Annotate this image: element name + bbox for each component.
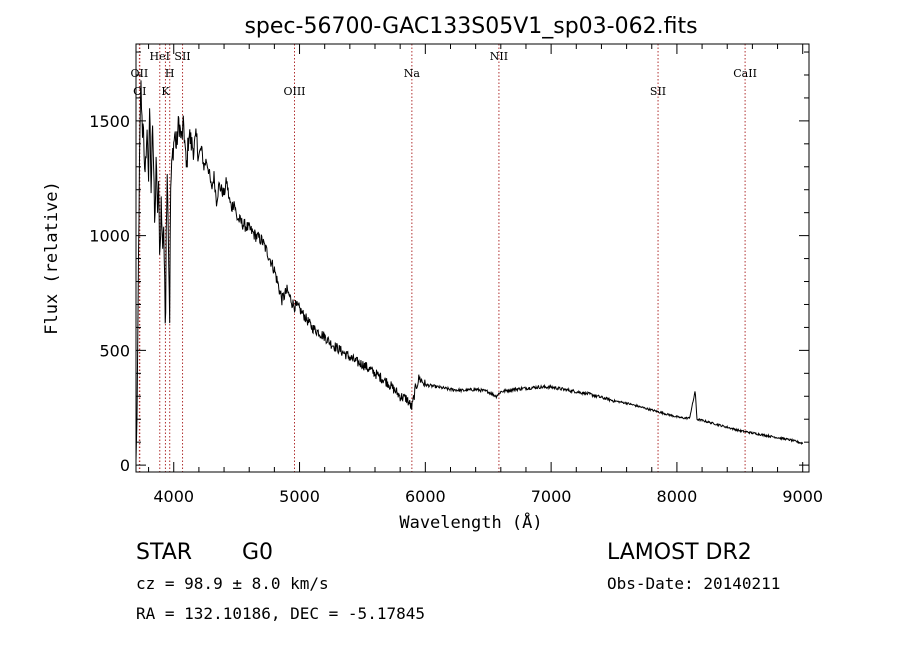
x-tick-label: 6000 xyxy=(405,487,446,506)
plot-frame xyxy=(135,43,810,473)
x-tick-label: 8000 xyxy=(657,487,698,506)
x-axis-ticks: 4000 5000 6000 7000 8000 9000 xyxy=(148,44,823,506)
y-tick-label: 500 xyxy=(99,341,130,360)
object-subclass: G0 xyxy=(242,540,274,565)
x-tick-label: 5000 xyxy=(279,487,320,506)
spectral-line-label: OIII xyxy=(283,85,305,98)
spectral-line-label: Na xyxy=(404,67,421,80)
x-tick-label: 4000 xyxy=(153,487,194,506)
spectral-line-label: OI xyxy=(133,85,146,98)
y-tick-label: 1000 xyxy=(89,227,130,246)
object-class: STAR xyxy=(136,540,193,565)
x-tick-label: 9000 xyxy=(782,487,823,506)
y-tick-label: 0 xyxy=(120,456,130,475)
spectrum-line xyxy=(135,80,804,461)
y-tick-label: 1500 xyxy=(89,112,130,131)
spectral-line-label: CaII xyxy=(733,67,757,80)
spectral-line-label: K xyxy=(161,85,170,98)
spectral-line-markers: OIIOIHeIHKSIIOIIINaNIISIICaII xyxy=(131,44,757,472)
spectral-line-label: HeI xyxy=(150,50,170,63)
spectral-line-label: H xyxy=(165,67,175,80)
chart-title: spec-56700-GAC133S05V1_sp03-062.fits xyxy=(244,14,697,39)
redshift-value: cz = 98.9 ± 8.0 km/s xyxy=(136,574,329,593)
x-tick-label: 7000 xyxy=(531,487,572,506)
spectral-line-label: SII xyxy=(174,50,190,63)
y-axis-label: Flux (relative) xyxy=(42,181,62,335)
spectrum-series xyxy=(135,80,804,461)
observation-date: Obs-Date: 20140211 xyxy=(607,574,781,593)
spectral-line-label: SII xyxy=(650,85,666,98)
y-axis-ticks: 0 500 1000 1500 xyxy=(89,51,809,475)
sky-coordinates: RA = 132.10186, DEC = -5.17845 xyxy=(136,604,425,623)
spectral-line-label: NII xyxy=(490,50,508,63)
survey-name: LAMOST DR2 xyxy=(607,540,752,565)
x-axis-label: Wavelength (Å) xyxy=(399,511,542,533)
